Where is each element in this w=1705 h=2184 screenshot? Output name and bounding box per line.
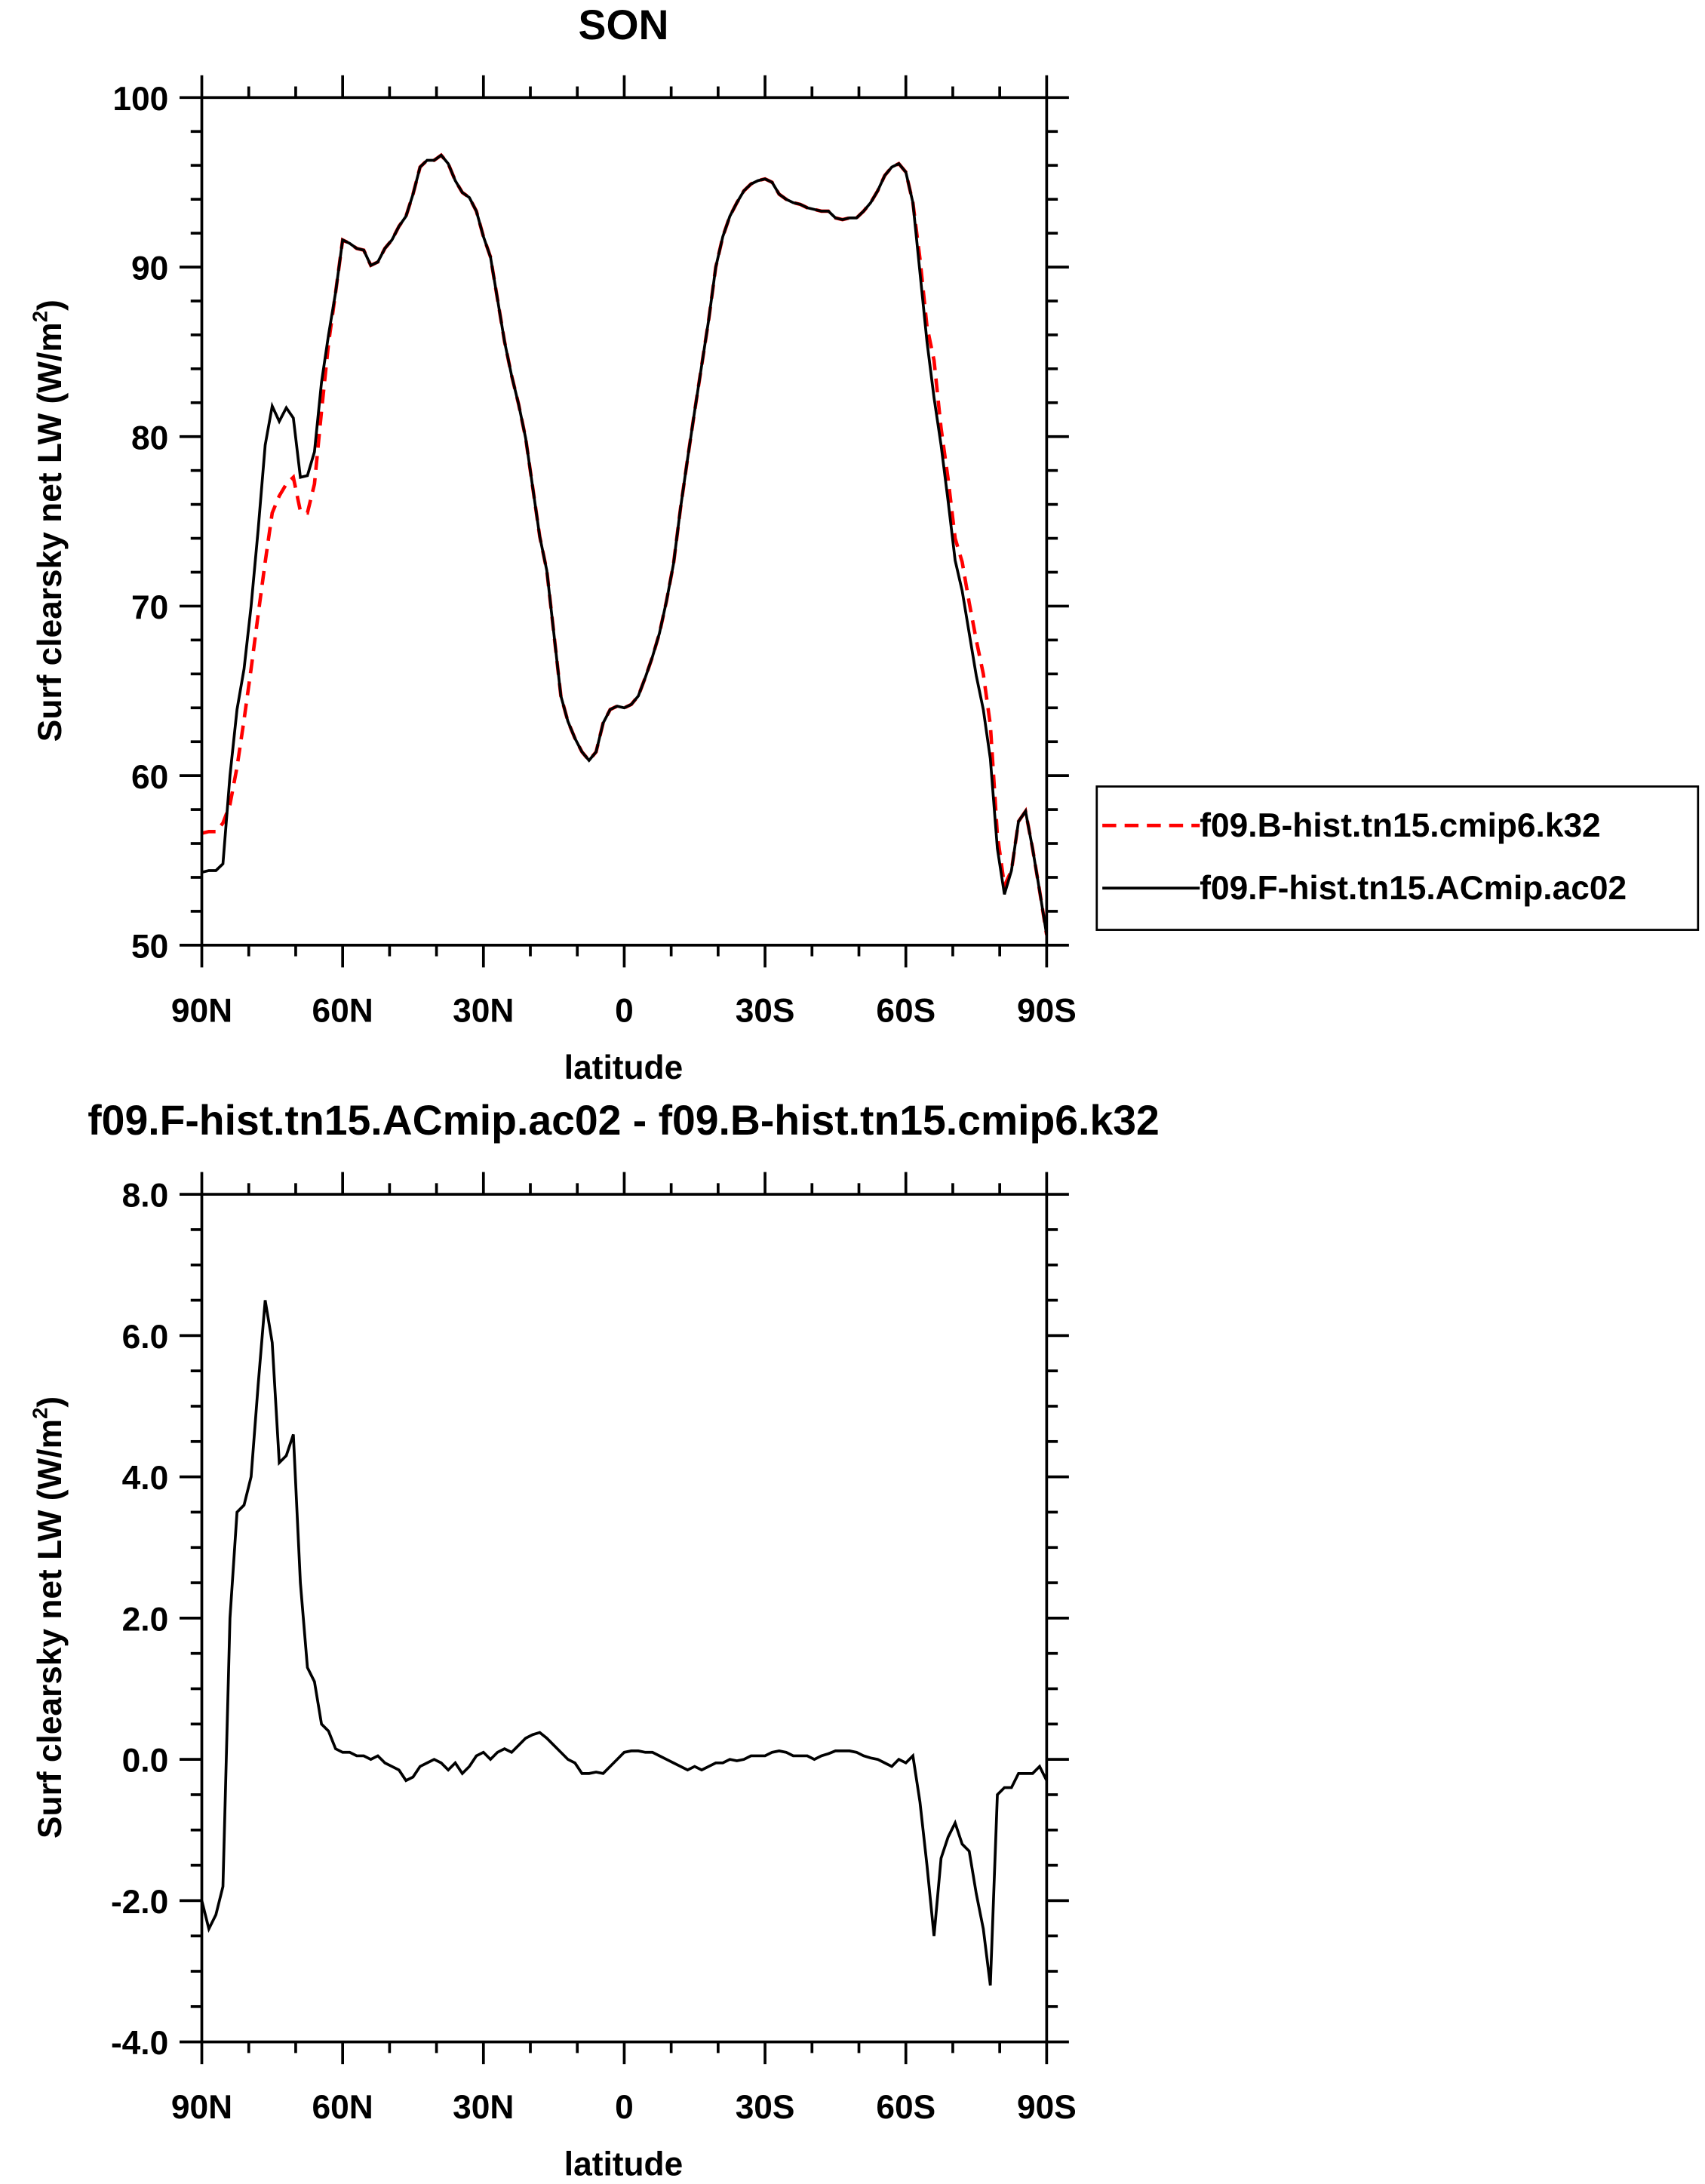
y-tick-label: 0.0 <box>122 1743 169 1780</box>
y-tick-label: 100 <box>112 81 168 118</box>
x-tick-label: 90S <box>1017 2089 1077 2126</box>
y-tick-label: 6.0 <box>122 1319 169 1356</box>
x-tick-label: 90N <box>171 2089 232 2126</box>
y-tick-label: 80 <box>131 419 168 456</box>
bottom-plot-title: f09.F-hist.tn15.ACmip.ac02 - f09.B-hist.… <box>88 1097 1160 1144</box>
x-tick-label: 30S <box>736 992 795 1029</box>
bottom-plot-xlabel: latitude <box>564 2146 683 2183</box>
bottom-plot-ylabel: Surf clearsky net LW (W/m2) <box>29 1396 69 1838</box>
y-tick-label: -2.0 <box>111 1884 168 1921</box>
y-tick-label: 2.0 <box>122 1601 169 1638</box>
top-plot-ylabel: Surf clearsky net LW (W/m2) <box>29 299 69 742</box>
series-line-1 <box>201 153 1047 935</box>
ylabel-main: Surf clearsky net LW (W/m <box>32 322 69 742</box>
ylabel-close: ) <box>32 299 69 311</box>
x-tick-label: 60N <box>312 992 373 1029</box>
x-tick-label: 30S <box>736 2089 795 2126</box>
ylabel-sup: 2 <box>29 1408 52 1419</box>
y-tick-label: 60 <box>131 759 168 796</box>
legend-box <box>1095 785 1700 931</box>
y-tick-label: 8.0 <box>122 1178 169 1215</box>
legend-label-b-hist: f09.B-hist.tn15.cmip6.k32 <box>1200 807 1600 844</box>
legend: f09.B-hist.tn15.cmip6.k32 f09.F-hist.tn1… <box>1095 785 1700 931</box>
top-plot-title: SON <box>579 2 669 48</box>
x-tick-label: 0 <box>615 992 634 1029</box>
x-tick-label: 60N <box>312 2089 373 2126</box>
y-tick-label: 4.0 <box>122 1460 169 1497</box>
plot-frame <box>200 96 1049 947</box>
legend-label-f-hist: f09.F-hist.tn15.ACmip.ac02 <box>1200 870 1627 907</box>
ylabel-main: Surf clearsky net LW (W/m <box>32 1419 69 1838</box>
x-tick-label: 90N <box>171 992 232 1029</box>
x-tick-label: 90S <box>1017 992 1077 1029</box>
y-tick-label: 70 <box>131 589 168 626</box>
x-tick-label: 30N <box>453 992 514 1029</box>
x-tick-label: 30N <box>453 2089 514 2126</box>
x-tick-label: 0 <box>615 2089 634 2126</box>
y-tick-label: 90 <box>131 250 168 287</box>
series-line-0 <box>201 1300 1047 1986</box>
y-tick-label: -4.0 <box>111 2025 168 2062</box>
top-plot: SON latitude Surf clearsky net LW (W/m2)… <box>29 2 1077 1086</box>
top-plot-xlabel: latitude <box>564 1049 683 1086</box>
bottom-plot: f09.F-hist.tn15.ACmip.ac02 - f09.B-hist.… <box>29 1097 1160 2183</box>
ylabel-sup: 2 <box>29 311 52 322</box>
x-tick-label: 60S <box>876 992 935 1029</box>
x-tick-label: 60S <box>876 2089 935 2126</box>
ylabel-close: ) <box>32 1396 69 1408</box>
plot-frame <box>200 1193 1049 2044</box>
y-tick-label: 50 <box>131 928 168 965</box>
